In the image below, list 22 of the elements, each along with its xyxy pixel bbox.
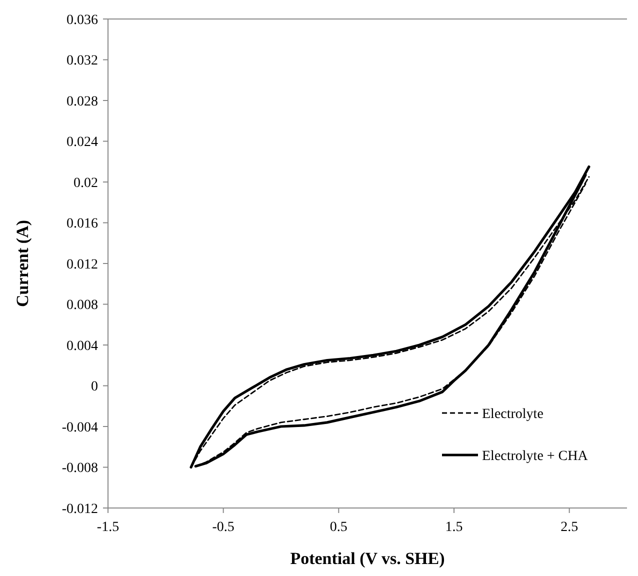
y-tick-label: 0.024: [66, 135, 98, 150]
y-tick-label: 0.02: [74, 176, 98, 191]
x-tick-label: 1.5: [445, 520, 463, 535]
y-axis-title: Current (A): [13, 220, 32, 308]
y-tick-label: 0.036: [66, 12, 98, 28]
y-tick-label: -0.008: [62, 461, 98, 476]
x-tick-label: -1.5: [96, 520, 120, 535]
legend-label: Electrolyte + CHA: [482, 448, 589, 464]
x-axis-title: Potential (V vs. SHE): [290, 549, 445, 568]
y-tick-label: -0.004: [62, 420, 98, 436]
y-tick-label: 0: [91, 380, 98, 395]
y-tick-label: 0.012: [66, 257, 98, 272]
y-tick-label: 0.032: [66, 54, 98, 69]
y-tick-label: 0.016: [66, 216, 98, 232]
x-tick-label: 0.5: [330, 520, 348, 535]
y-tick-label: 0.028: [66, 94, 98, 110]
legend-label: Electrolyte: [482, 406, 544, 422]
y-tick-label: -0.012: [62, 502, 98, 517]
x-tick-label: -0.5: [212, 520, 234, 535]
y-tick-label: 0.008: [66, 298, 98, 314]
y-tick-label: 0.004: [66, 338, 98, 354]
x-tick-label: 2.5: [560, 520, 578, 535]
